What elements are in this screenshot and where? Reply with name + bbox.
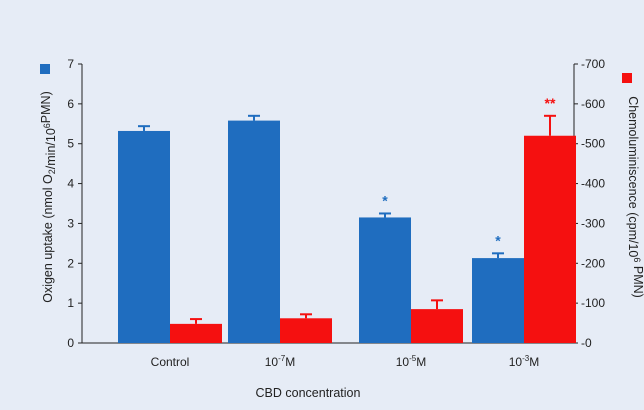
right-y-tick-label: -500 xyxy=(581,137,605,151)
left-y-tick-label: 4 xyxy=(67,177,74,191)
significance-marker: * xyxy=(495,232,501,248)
chemoluminescence-bar-2 xyxy=(411,309,463,343)
right-y-tick-label: -200 xyxy=(581,256,605,270)
significance-marker: * xyxy=(382,192,388,208)
chemoluminescence-bar-1 xyxy=(280,318,332,343)
significance-marker: ** xyxy=(545,95,556,111)
left-y-tick-label: 7 xyxy=(67,57,74,71)
right-y-tick-label: -400 xyxy=(581,177,605,191)
oxygen-uptake-bar-2 xyxy=(359,217,411,343)
bars xyxy=(118,114,576,344)
right-y-tick-label: -300 xyxy=(581,216,605,230)
left-legend-square xyxy=(40,64,50,74)
left-y-tick-label: 3 xyxy=(67,216,74,230)
right-y-tick-label: -100 xyxy=(581,296,605,310)
right-legend-square xyxy=(622,73,632,83)
left-y-tick-label: 2 xyxy=(67,256,74,270)
labels: Control 10-7M*10-5M***10-3M xyxy=(151,95,556,369)
left-y-axis-title: Oxigen uptake (nmol O2/min/106PMN) xyxy=(39,91,58,303)
chemoluminescence-bar-0 xyxy=(170,323,222,343)
oxygen-uptake-bar-3 xyxy=(472,258,524,343)
chemoluminescence-bar-3 xyxy=(524,135,576,343)
right-y-tick-label: -0 xyxy=(581,336,592,350)
x-tick-label: 10-3M xyxy=(509,354,539,369)
right-y-axis-title: Chemoluminiscence (cpm/106 PMN) xyxy=(626,96,644,298)
left-y-tick-label: 1 xyxy=(67,296,74,310)
right-y-tick-label: -700 xyxy=(581,57,605,71)
left-y-tick-label: 5 xyxy=(67,137,74,151)
x-tick-label: Control xyxy=(151,355,190,369)
right-y-tick-label: -600 xyxy=(581,97,605,111)
oxygen-uptake-bar-0 xyxy=(118,130,170,343)
x-axis-title: CBD concentration xyxy=(256,386,361,400)
x-tick-label: 10-5M xyxy=(396,354,426,369)
left-y-tick-label: 6 xyxy=(67,97,74,111)
x-tick-label: 10-7M xyxy=(265,354,295,369)
oxygen-uptake-bar-1 xyxy=(228,120,280,344)
left-y-tick-label: 0 xyxy=(67,336,74,350)
